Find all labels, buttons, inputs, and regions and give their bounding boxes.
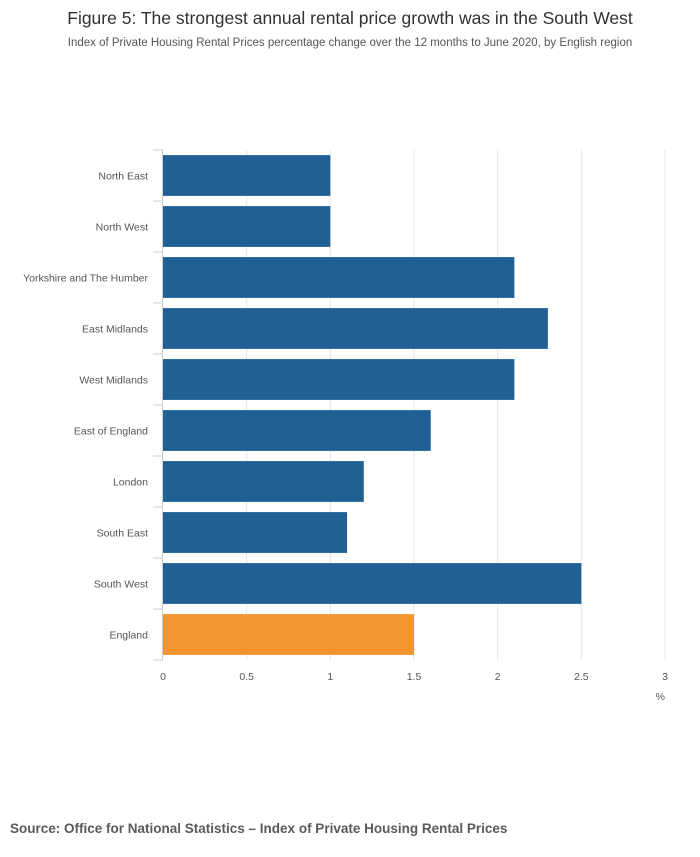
category-label: West Midlands (79, 375, 148, 387)
bar-london (163, 461, 364, 502)
category-label: North East (98, 171, 148, 183)
source-note: Source: Office for National Statistics –… (10, 821, 508, 836)
category-label: East Midlands (82, 324, 148, 336)
bar-south-west (163, 563, 582, 604)
chart-subtitle: Index of Private Housing Rental Prices p… (67, 37, 633, 49)
category-label: England (109, 630, 148, 642)
bar-east-midlands (163, 308, 548, 349)
category-label: South East (97, 528, 148, 540)
chart-title: Figure 5: The strongest annual rental pr… (67, 8, 633, 28)
x-tick-label: 0 (160, 671, 166, 683)
category-label: South West (94, 579, 148, 591)
bar-east-of-england (163, 410, 431, 451)
bars (163, 155, 582, 655)
bar-chart: 0 0.5 1 1.5 2 2.5 3% North East North West Yorksh… (23, 149, 668, 704)
bar-west-midlands (163, 359, 515, 400)
x-tick-label: 2.5 (574, 671, 589, 683)
bar-north-east (163, 155, 331, 196)
x-tick-label: 0.5 (239, 671, 254, 683)
bar-south-east (163, 512, 348, 553)
category-label: East of England (74, 426, 148, 438)
axes (153, 149, 163, 661)
x-tick-label: 1 (327, 671, 333, 683)
x-tick-label: 3 (662, 671, 668, 683)
x-axis-label: % (656, 691, 665, 703)
category-label: North West (96, 222, 148, 234)
bar-yorkshire-and-the-humber (163, 257, 515, 298)
bar-england (163, 614, 414, 655)
x-tick-label: 1.5 (407, 671, 422, 683)
labels: 0 0.5 1 1.5 2 2.5 3% North East North West Yorksh… (23, 171, 668, 704)
x-tick-label: 2 (495, 671, 501, 683)
bar-north-west (163, 206, 331, 247)
category-label: Yorkshire and The Humber (23, 273, 148, 285)
category-label: London (113, 477, 148, 489)
